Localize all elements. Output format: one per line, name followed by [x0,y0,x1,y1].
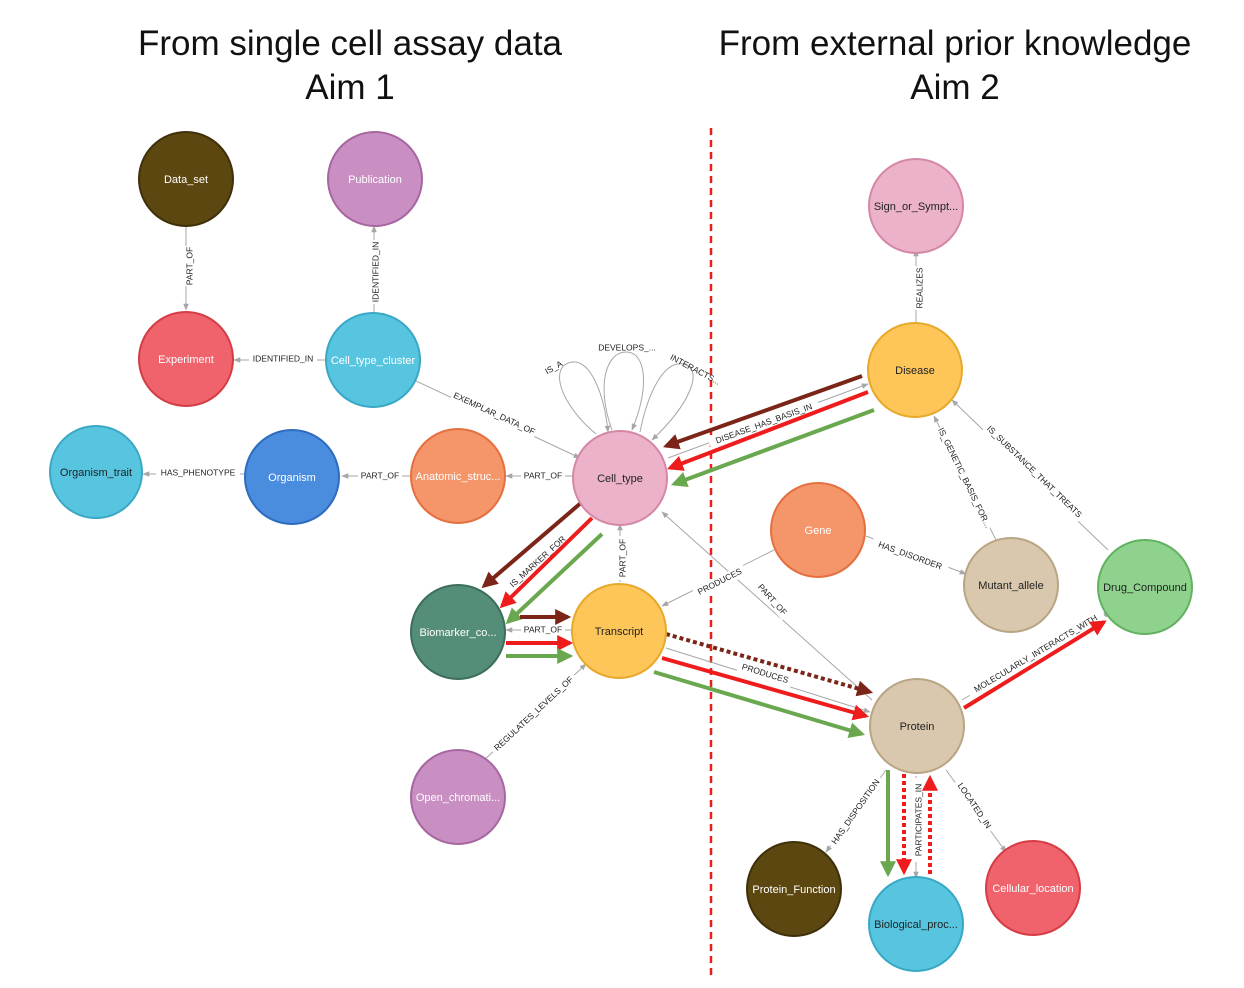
node-label-disease: Disease [895,365,935,377]
highlight-paths [481,374,1107,878]
edge-label-produces: PRODUCES [696,566,744,597]
edge-label-part-of: PART_OF [524,470,562,480]
node-label-data-set: Data_set [164,174,208,186]
node-mutant-allele[interactable]: Mutant_allele [963,537,1059,633]
node-label-gene: Gene [805,525,832,537]
brown-path-celltype-biomarker [481,500,584,589]
edge-label-interacts: INTERACTS... [669,352,722,387]
aim1-heading-line2: Aim 1 [305,68,395,107]
node-organism-trait[interactable]: Organism_trait [49,425,143,519]
node-disease[interactable]: Disease [867,322,963,418]
node-cellular-location[interactable]: Cellular_location [985,840,1081,936]
edge-label-part-of: PART_OF [617,539,627,577]
node-label-mutant-allele: Mutant_allele [978,580,1043,592]
node-sign-or-symptom[interactable]: Sign_or_Sympt... [868,158,964,254]
green-path-celltype-biomarker [505,532,604,625]
node-organism[interactable]: Organism [244,429,340,525]
edge-label-identified-in: IDENTIFIED_IN [253,353,313,363]
node-protein-function[interactable]: Protein_Function [746,841,842,937]
node-label-organism: Organism [268,472,316,484]
edge-label-participates-in: PARTICIPATES_IN [913,784,923,857]
node-label-open-chromatin: Open_chromati... [416,792,500,804]
edge-label-is-genetic-basis-for: IS_GENETIC_BASIS_FOR... [936,426,993,529]
node-anatomic-structure[interactable]: Anatomic_struc... [410,428,506,524]
node-label-anatomic-structure: Anatomic_struc... [416,471,501,483]
edge-label-part-of: PART_OF [756,582,789,617]
node-biological-process[interactable]: Biological_proc... [868,876,964,972]
node-label-cell-type-cluster: Cell_type_cluster [331,355,416,367]
node-transcript[interactable]: Transcript [571,583,667,679]
node-label-drug-compound: Drug_Compound [1103,582,1187,594]
edge-label-layer: PART_OF IDENTIFIED_IN IDENTIFIED_IN EXEM… [156,240,1106,862]
node-biomarker[interactable]: Biomarker_co... [410,584,506,680]
red-path-protein-drug [962,620,1107,710]
red-path-celltype-biomarker [499,516,594,609]
green-path-transcript-protein [653,670,866,739]
red-path-disease-celltype [667,390,869,471]
aim1-heading-line1: From single cell assay data [137,24,563,63]
node-label-cell-type: Cell_type [597,473,643,485]
node-cell-type[interactable]: Cell_type [572,430,668,526]
aim2-heading-line2: Aim 2 [910,68,1000,107]
edge-label-is-substance-that-treats: IS_SUBSTANCE_THAT_TREATS [985,423,1084,519]
node-label-biomarker: Biomarker_co... [419,627,496,639]
edge-label-has-disorder: HAS_DISORDER [877,539,943,571]
brown-dotted-transcript-protein [665,632,874,697]
node-label-cellular-location: Cellular_location [992,883,1073,895]
node-label-transcript: Transcript [595,626,644,638]
node-label-organism-trait: Organism_trait [60,467,132,479]
edge-label-part-of: PART_OF [524,624,562,634]
node-label-protein: Protein [900,721,935,733]
node-label-publication: Publication [348,174,402,186]
node-label-sign-or-symptom: Sign_or_Sympt... [874,201,958,213]
node-cell-type-cluster[interactable]: Cell_type_cluster [325,312,421,408]
edge-celltype-interacts [639,363,694,441]
node-experiment[interactable]: Experiment [138,311,234,407]
node-protein[interactable]: Protein [869,678,965,774]
node-label-protein-function: Protein_Function [752,884,835,896]
aim2-heading-line1: From external prior knowledge [718,24,1192,63]
node-drug-compound[interactable]: Drug_Compound [1097,539,1193,635]
green-path-disease-celltype [670,408,875,488]
edge-label-located-in: LOCATED_IN [956,781,994,830]
brown-path-disease-celltype [662,374,863,450]
edge-label-has-disposition: HAS_DISPOSITION [829,777,881,846]
edge-label-identified-in: IDENTIFIED_IN [370,242,380,302]
edge-label-has-phenotype: HAS_PHENOTYPE [161,467,236,477]
edge-label-realizes: REALIZES [914,267,924,308]
edge-label-part-of: PART_OF [184,247,194,285]
edge-label-is-a: IS_A [543,358,564,376]
node-label-biological-process: Biological_proc... [874,919,958,931]
node-publication[interactable]: Publication [327,131,423,227]
edge-celltype-isa [559,361,611,435]
node-gene[interactable]: Gene [770,482,866,578]
node-data-set[interactable]: Data_set [138,131,234,227]
node-layer: Data_set Publication Experiment Cell_typ… [49,131,1193,972]
red-path-transcript-protein [661,656,870,721]
aim1-heading: From single cell assay data Aim 1 [90,22,610,110]
edge-celltype-develops [603,351,644,431]
aim2-heading: From external prior knowledge Aim 2 [690,22,1220,110]
edge-label-regulates-levels-of: REGULATES_LEVELS_OF [492,674,575,752]
edge-label-develops: DEVELOPS_... [598,342,656,352]
node-label-experiment: Experiment [158,354,214,366]
edge-protein-celltype [661,511,873,701]
edge-label-part-of: PART_OF [361,470,399,480]
node-open-chromatin[interactable]: Open_chromati... [410,749,506,845]
